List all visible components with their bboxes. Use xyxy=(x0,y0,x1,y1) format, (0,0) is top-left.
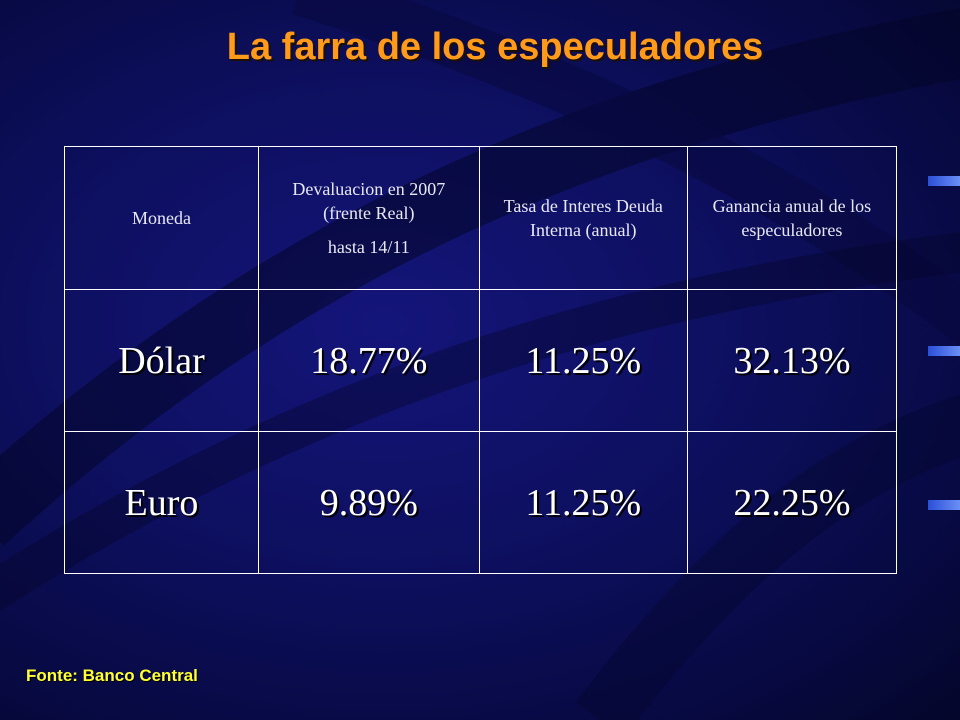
header-ganancia: Ganancia anual de los especuladores xyxy=(686,146,898,290)
table-header-row: Moneda Devaluacion en 2007 (frente Real)… xyxy=(64,146,898,290)
cell-moneda: Euro xyxy=(64,431,259,574)
cell-tasa: 11.25% xyxy=(478,431,688,574)
cell-ganancia: 22.25% xyxy=(686,431,898,574)
header-devaluacion-line2: hasta 14/11 xyxy=(327,237,410,257)
header-tasa: Tasa de Interes Deuda Interna (anual) xyxy=(478,146,688,290)
decor-dash-3 xyxy=(928,500,960,510)
cell-devaluacion: 18.77% xyxy=(257,289,480,432)
decor-dash-2 xyxy=(928,346,960,356)
cell-tasa: 11.25% xyxy=(478,289,688,432)
slide-title: La farra de los especuladores xyxy=(226,26,764,68)
table-row: Dólar 18.77% 11.25% 32.13% xyxy=(64,289,898,432)
header-devaluacion: Devaluacion en 2007 (frente Real) hasta … xyxy=(257,146,480,290)
header-devaluacion-line1: Devaluacion en 2007 (frente Real) xyxy=(292,179,446,223)
cell-moneda: Dólar xyxy=(64,289,259,432)
header-moneda: Moneda xyxy=(64,146,259,290)
decor-dash-1 xyxy=(928,176,960,186)
cell-devaluacion: 9.89% xyxy=(257,431,480,574)
table-row: Euro 9.89% 11.25% 22.25% xyxy=(64,431,898,574)
source-note: Fonte: Banco Central xyxy=(26,666,198,685)
data-table: Moneda Devaluacion en 2007 (frente Real)… xyxy=(64,146,898,574)
cell-ganancia: 32.13% xyxy=(686,289,898,432)
